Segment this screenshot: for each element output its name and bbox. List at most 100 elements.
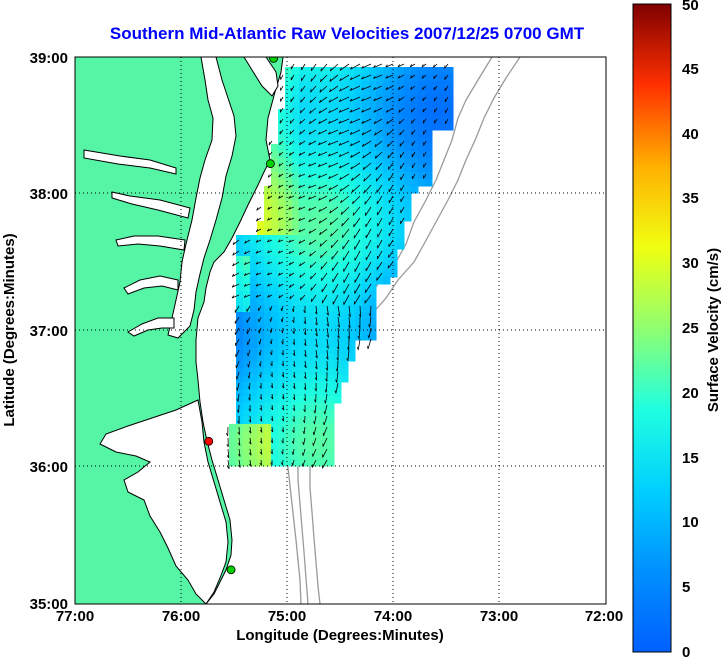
velocity-cell (425, 130, 433, 138)
velocity-arrow (288, 195, 295, 199)
velocity-cell (376, 256, 384, 264)
velocity-cell (313, 200, 321, 208)
velocity-arrowhead (326, 345, 329, 349)
velocity-arrowhead (236, 387, 238, 391)
velocity-arrow (376, 272, 383, 281)
velocity-cell (292, 88, 300, 96)
velocity-cell (376, 179, 384, 187)
velocity-cell (285, 186, 293, 194)
velocity-cell (383, 249, 391, 257)
velocity-arrow (260, 404, 263, 411)
velocity-cell (411, 123, 419, 131)
velocity-cell (334, 242, 342, 250)
velocity-cell (348, 242, 356, 250)
velocity-arrowhead (385, 86, 388, 90)
velocity-cell (355, 263, 363, 271)
velocity-arrowhead (267, 272, 270, 276)
velocity-cell (376, 165, 384, 173)
velocity-arrowhead (340, 200, 343, 204)
velocity-arrow (341, 217, 350, 227)
velocity-arrow (349, 85, 361, 91)
velocity-arrowhead (288, 152, 291, 156)
velocity-cell (369, 256, 377, 264)
velocity-arrow (322, 459, 328, 469)
velocity-cell (306, 312, 314, 320)
velocity-arrowhead (398, 98, 401, 102)
velocity-cell (250, 347, 258, 355)
velocity-cell (271, 354, 279, 362)
velocity-arrow (319, 96, 328, 104)
velocity-arrowhead (319, 243, 322, 247)
velocity-cell (320, 179, 328, 187)
velocity-arrow (278, 261, 284, 265)
velocity-cell (306, 263, 314, 271)
velocity-arrow (336, 371, 339, 383)
velocity-cell (327, 270, 335, 278)
velocity-cell (306, 424, 314, 432)
colorbar-tick-label: 40 (682, 126, 699, 143)
velocity-arrowhead (270, 451, 273, 455)
velocity-cell (243, 410, 251, 418)
velocity-cell (327, 319, 335, 327)
velocity-arrowhead (410, 86, 413, 90)
velocity-cell (404, 81, 412, 89)
velocity-cell (362, 186, 370, 194)
velocity-arrow (315, 316, 318, 326)
velocity-arrow (353, 217, 361, 228)
velocity-cell (334, 88, 342, 96)
velocity-cell (299, 389, 307, 397)
velocity-cell (341, 291, 349, 299)
velocity-cell (271, 361, 279, 369)
velocity-arrowhead (308, 241, 311, 245)
velocity-cell (271, 340, 279, 348)
velocity-arrowhead (258, 363, 261, 367)
velocity-cell (362, 102, 370, 110)
velocity-arrow (299, 272, 306, 278)
velocity-arrow (237, 382, 240, 391)
velocity-cell (355, 214, 363, 222)
velocity-cell (320, 249, 328, 257)
velocity-cell (306, 207, 314, 215)
velocity-cell (299, 403, 307, 411)
velocity-cell (348, 67, 356, 75)
velocity-arrow (243, 283, 251, 287)
velocity-arrow (288, 261, 295, 266)
velocity-cell (362, 193, 370, 201)
velocity-cell (341, 88, 349, 96)
velocity-cell (285, 207, 293, 215)
velocity-arrow (347, 349, 350, 361)
velocity-arrowhead (356, 346, 359, 350)
velocity-cell (348, 214, 356, 222)
velocity-cell (397, 109, 405, 117)
velocity-cell (271, 291, 279, 299)
velocity-cell (299, 144, 307, 152)
velocity-arrowhead (314, 311, 318, 315)
velocity-cell (348, 270, 356, 278)
velocity-arrowhead (329, 68, 332, 72)
velocity-cell (299, 382, 307, 390)
velocity-arrowhead (298, 240, 301, 244)
velocity-cell (257, 396, 265, 404)
velocity-arrowhead (308, 120, 311, 124)
velocity-arrowhead (277, 250, 281, 254)
velocity-arrowhead (310, 276, 312, 280)
velocity-arrow (342, 250, 350, 261)
velocity-arrow (337, 316, 340, 328)
velocity-cell (306, 368, 314, 376)
velocity-cell (243, 235, 251, 243)
velocity-arrow (328, 140, 339, 146)
velocity-cell (299, 109, 307, 117)
velocity-arrowhead (421, 75, 424, 79)
velocity-cell (439, 123, 447, 131)
velocity-arrow (328, 173, 339, 179)
velocity-cell (271, 242, 279, 250)
velocity-arrowhead (323, 422, 325, 426)
velocity-cell (418, 158, 426, 166)
velocity-arrow (319, 85, 328, 93)
velocity-cell (299, 291, 307, 299)
velocity-cell (299, 354, 307, 362)
velocity-cell (376, 277, 384, 285)
velocity-arrow (278, 195, 284, 199)
velocity-cell (390, 158, 398, 166)
velocity-arrowhead (298, 251, 301, 255)
